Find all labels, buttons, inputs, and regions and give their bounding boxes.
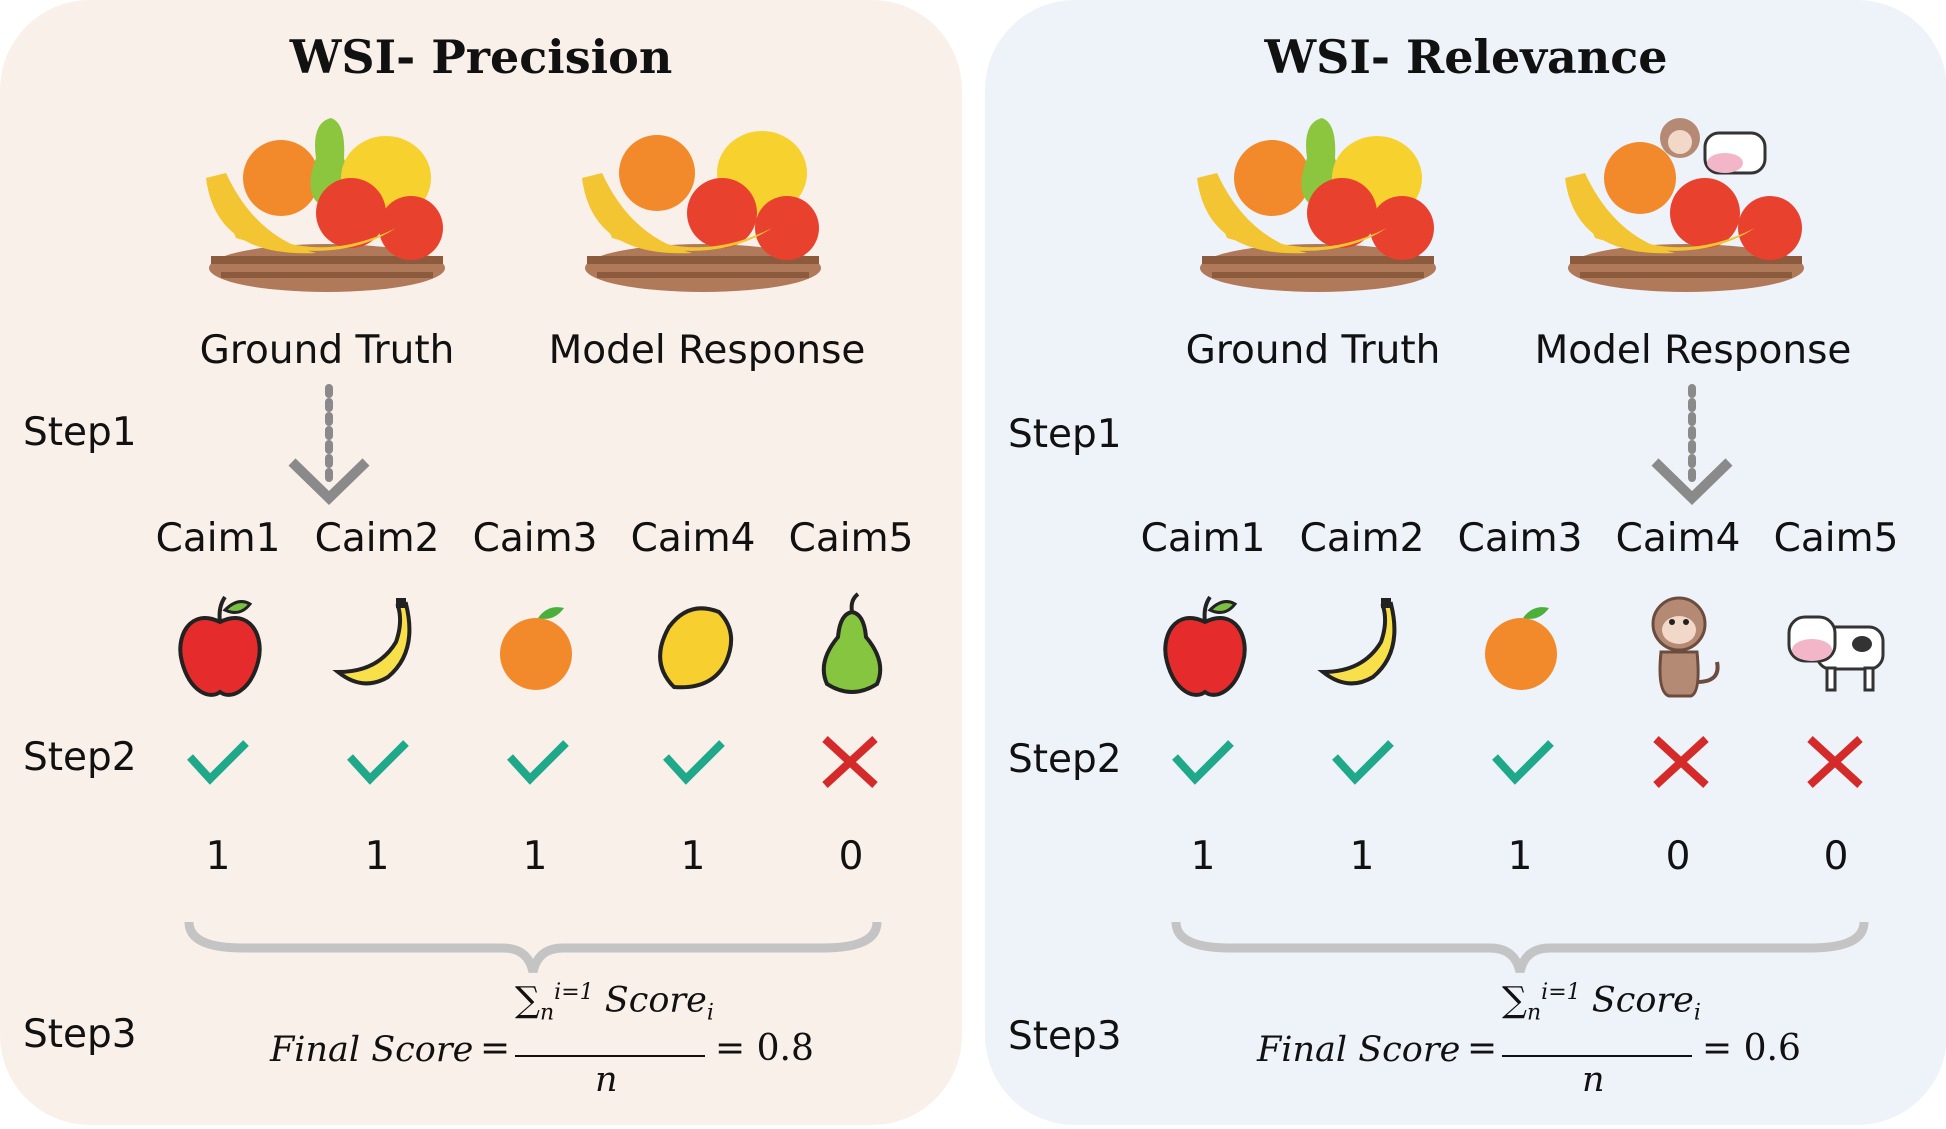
brace-icon [184, 921, 882, 974]
fruit-basket-animals-icon [1565, 118, 1804, 292]
brace-icon [1171, 921, 1869, 974]
claim-label: Caim4 [1615, 516, 1741, 561]
claim-label: Caim1 [155, 516, 281, 561]
score-value: 0 [1823, 834, 1849, 879]
step3-label: Step3 [1008, 1014, 1122, 1059]
formula-equals: = [480, 1028, 511, 1069]
score-value: 0 [838, 834, 864, 879]
formula-label: Final Score [270, 1030, 474, 1070]
claim-label: Caim3 [1457, 516, 1583, 561]
ground-truth-label: Ground Truth [199, 328, 455, 373]
fraction-bar [515, 1055, 705, 1057]
panel-title: WSI- Relevance [1264, 30, 1668, 84]
formula-numerator: ∑ni=1 Scorei [1502, 980, 1701, 1026]
mango-icon [658, 606, 734, 690]
score-value: 1 [1507, 834, 1533, 879]
claim-label: Caim1 [1140, 516, 1266, 561]
check-icon [187, 740, 249, 785]
formula-denominator: n [1582, 1060, 1605, 1100]
cow-icon [1787, 615, 1885, 692]
apple-icon [178, 595, 262, 697]
check-icon [507, 740, 569, 785]
fraction-bar [1502, 1055, 1692, 1057]
cross-icon [1653, 736, 1709, 788]
ground-truth-label: Ground Truth [1185, 328, 1441, 373]
step2-label: Step2 [23, 735, 137, 780]
dotted-arrow-icon [288, 384, 370, 505]
formula-label: Final Score [1257, 1030, 1461, 1070]
precision-panel: WSI- Precision Ground Truth Model Respon… [0, 0, 962, 1125]
orange-icon [500, 607, 572, 690]
claim-label: Caim2 [1299, 516, 1425, 561]
formula-numerator: ∑ni=1 Scorei [515, 980, 714, 1026]
claim-label: Caim3 [472, 516, 598, 561]
pear-icon [821, 592, 883, 694]
step1-label: Step1 [1008, 412, 1122, 457]
formula-equals: = [1467, 1028, 1498, 1069]
relevance-panel: WSI- Relevance Ground Truth Model Respon… [985, 0, 1946, 1125]
orange-icon [1485, 607, 1557, 690]
score-value: 1 [364, 834, 390, 879]
score-value: 0 [1665, 834, 1691, 879]
formula-denominator: n [595, 1060, 618, 1100]
panel-title: WSI- Precision [289, 30, 673, 84]
score-value: 1 [680, 834, 706, 879]
check-icon [1172, 740, 1234, 785]
claim-label: Caim5 [788, 516, 914, 561]
final-score-formula: Final Score = ∑ni=1 Scorei n = 0.6 [1257, 980, 1877, 1100]
model-response-label: Model Response [1534, 328, 1852, 373]
banana-icon [1317, 598, 1397, 686]
score-value: 1 [522, 834, 548, 879]
cross-icon [822, 736, 878, 788]
check-icon [1332, 740, 1394, 785]
step1-label: Step1 [23, 410, 137, 455]
apple-icon [1163, 595, 1247, 697]
cross-icon [1807, 736, 1863, 788]
claim-label: Caim2 [314, 516, 440, 561]
model-response-label: Model Response [548, 328, 866, 373]
fruit-basket-icon [582, 131, 821, 292]
monkey-icon [1651, 596, 1720, 698]
fruit-basket-icon [206, 118, 445, 292]
banana-icon [332, 598, 412, 686]
score-value: 1 [1190, 834, 1216, 879]
claim-label: Caim5 [1773, 516, 1899, 561]
final-score-formula: Final Score = ∑ni=1 Scorei n = 0.8 [270, 980, 890, 1100]
formula-result: = 0.8 [715, 1028, 814, 1069]
score-value: 1 [205, 834, 231, 879]
fruit-basket-icon [1197, 118, 1436, 292]
check-icon [663, 740, 725, 785]
score-value: 1 [1349, 834, 1375, 879]
formula-result: = 0.6 [1702, 1028, 1801, 1069]
step2-label: Step2 [1008, 737, 1122, 782]
check-icon [347, 740, 409, 785]
step3-label: Step3 [23, 1012, 137, 1057]
dotted-arrow-icon [1651, 384, 1733, 505]
check-icon [1492, 740, 1554, 785]
claim-label: Caim4 [630, 516, 756, 561]
